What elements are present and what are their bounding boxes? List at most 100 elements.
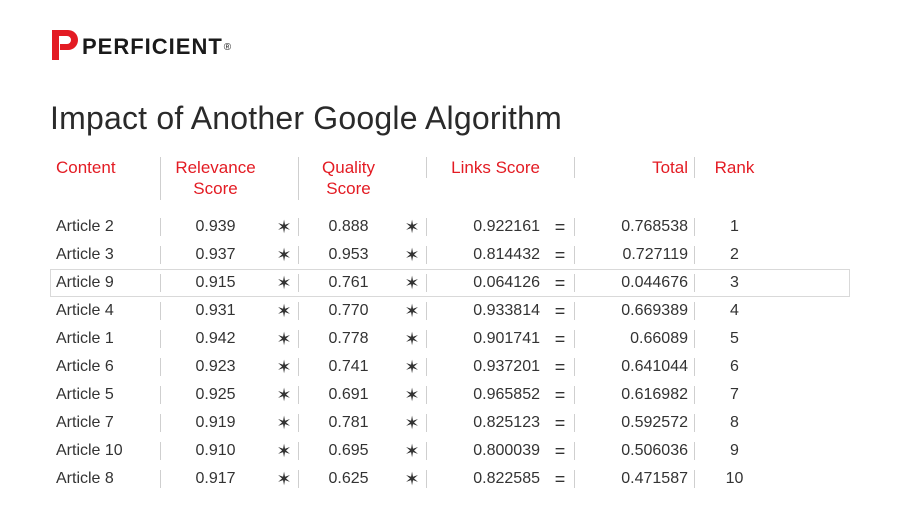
eq-icon: =: [546, 385, 574, 406]
table-row: Article 40.931✶0.770✶0.933814=0.6693894: [50, 297, 850, 325]
cell-total: 0.66089: [574, 330, 694, 348]
eq-icon: =: [546, 217, 574, 238]
cell-rank: 4: [694, 302, 774, 320]
mult-icon: ✶: [398, 301, 426, 322]
cell-relevance: 0.942: [160, 330, 270, 348]
mult-icon: ✶: [270, 441, 298, 462]
brand-name: PERFICIENT: [82, 34, 223, 60]
page-title: Impact of Another Google Algorithm: [50, 100, 850, 137]
table-row: Article 80.917✶0.625✶0.822585=0.47158710: [50, 465, 850, 493]
cell-relevance: 0.923: [160, 358, 270, 376]
cell-links: 0.901741: [426, 330, 546, 348]
cell-links: 0.922161: [426, 218, 546, 236]
algorithm-table: Content Relevance Score * Quality Score …: [50, 155, 850, 493]
cell-total: 0.616982: [574, 386, 694, 404]
cell-quality: 0.778: [298, 330, 398, 348]
cell-content: Article 3: [50, 246, 160, 264]
cell-content: Article 7: [50, 414, 160, 432]
table-body: Article 20.939✶0.888✶0.922161=0.7685381A…: [50, 213, 850, 493]
cell-rank: 9: [694, 442, 774, 460]
cell-links: 0.800039: [426, 442, 546, 460]
eq-icon: =: [546, 329, 574, 350]
cell-total: 0.641044: [574, 358, 694, 376]
col-content: Content: [50, 157, 160, 178]
cell-links: 0.822585: [426, 470, 546, 488]
cell-content: Article 6: [50, 358, 160, 376]
cell-content: Article 8: [50, 470, 160, 488]
mult-icon: ✶: [270, 357, 298, 378]
cell-quality: 0.691: [298, 386, 398, 404]
eq-icon: =: [546, 357, 574, 378]
col-relevance: Relevance Score: [160, 157, 270, 200]
cell-rank: 8: [694, 414, 774, 432]
mult-icon: ✶: [270, 301, 298, 322]
mult-icon: ✶: [270, 385, 298, 406]
cell-rank: 7: [694, 386, 774, 404]
cell-total: 0.506036: [574, 442, 694, 460]
mult-icon: ✶: [270, 245, 298, 266]
cell-links: 0.064126: [426, 274, 546, 292]
cell-total: 0.727119: [574, 246, 694, 264]
cell-relevance: 0.915: [160, 274, 270, 292]
cell-links: 0.965852: [426, 386, 546, 404]
cell-rank: 2: [694, 246, 774, 264]
cell-rank: 1: [694, 218, 774, 236]
brand-mark-icon: [50, 28, 80, 67]
cell-quality: 0.625: [298, 470, 398, 488]
eq-icon: =: [546, 441, 574, 462]
table-row: Article 10.942✶0.778✶0.901741=0.660895: [50, 325, 850, 353]
mult-icon: ✶: [398, 357, 426, 378]
eq-icon: =: [546, 273, 574, 294]
cell-quality: 0.741: [298, 358, 398, 376]
cell-quality: 0.695: [298, 442, 398, 460]
table-row: Article 50.925✶0.691✶0.965852=0.6169827: [50, 381, 850, 409]
cell-rank: 10: [694, 470, 774, 488]
mult-icon: ✶: [270, 273, 298, 294]
eq-icon: =: [546, 245, 574, 266]
mult-icon: ✶: [398, 245, 426, 266]
mult-icon: ✶: [270, 329, 298, 350]
eq-icon: =: [546, 301, 574, 322]
mult-icon: ✶: [398, 273, 426, 294]
mult-icon: ✶: [398, 217, 426, 238]
mult-icon: ✶: [398, 329, 426, 350]
cell-content: Article 4: [50, 302, 160, 320]
cell-relevance: 0.919: [160, 414, 270, 432]
cell-relevance: 0.925: [160, 386, 270, 404]
cell-total: 0.669389: [574, 302, 694, 320]
col-total: Total: [574, 157, 694, 178]
table-row: Article 60.923✶0.741✶0.937201=0.6410446: [50, 353, 850, 381]
brand-logo: PERFICIENT ®: [50, 28, 850, 66]
cell-quality: 0.781: [298, 414, 398, 432]
mult-icon: ✶: [398, 413, 426, 434]
eq-icon: =: [546, 469, 574, 490]
cell-content: Article 1: [50, 330, 160, 348]
page: PERFICIENT ® Impact of Another Google Al…: [0, 0, 900, 513]
cell-content: Article 5: [50, 386, 160, 404]
eq-icon: =: [546, 413, 574, 434]
cell-total: 0.044676: [574, 274, 694, 292]
table-row: Article 70.919✶0.781✶0.825123=0.5925728: [50, 409, 850, 437]
cell-total: 0.768538: [574, 218, 694, 236]
mult-icon: ✶: [398, 385, 426, 406]
table-row: Article 30.937✶0.953✶0.814432=0.7271192: [50, 241, 850, 269]
cell-quality: 0.888: [298, 218, 398, 236]
cell-relevance: 0.937: [160, 246, 270, 264]
mult-icon: ✶: [398, 469, 426, 490]
cell-quality: 0.761: [298, 274, 398, 292]
cell-relevance: 0.910: [160, 442, 270, 460]
cell-relevance: 0.939: [160, 218, 270, 236]
col-links: Links Score: [426, 157, 546, 178]
cell-total: 0.592572: [574, 414, 694, 432]
cell-rank: 5: [694, 330, 774, 348]
cell-quality: 0.770: [298, 302, 398, 320]
cell-links: 0.937201: [426, 358, 546, 376]
table-header-row: Content Relevance Score * Quality Score …: [50, 155, 850, 213]
cell-rank: 6: [694, 358, 774, 376]
cell-relevance: 0.931: [160, 302, 270, 320]
mult-icon: ✶: [270, 413, 298, 434]
mult-icon: ✶: [270, 469, 298, 490]
cell-links: 0.825123: [426, 414, 546, 432]
table-row: Article 90.915✶0.761✶0.064126=0.0446763: [50, 269, 850, 297]
brand-registered: ®: [224, 42, 231, 53]
